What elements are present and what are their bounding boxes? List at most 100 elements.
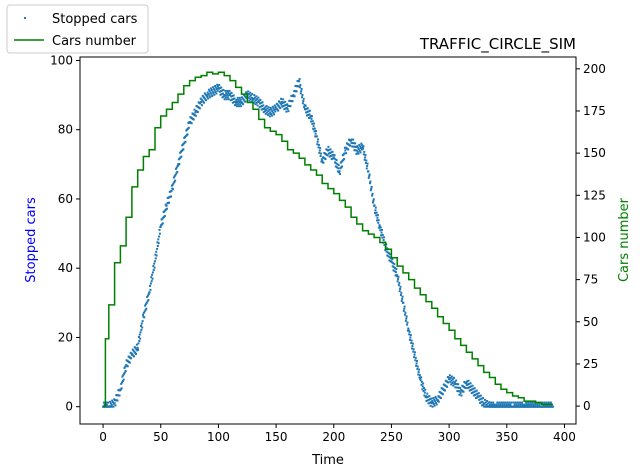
- stopped-cars-point: [391, 258, 394, 261]
- stopped-cars-point: [232, 94, 235, 97]
- stopped-cars-point: [499, 403, 502, 406]
- stopped-cars-point: [474, 390, 477, 393]
- legend-label-cars: Cars number: [52, 34, 137, 49]
- stopped-cars-point: [477, 395, 480, 398]
- stopped-cars-point: [408, 330, 411, 333]
- stopped-cars-point: [321, 159, 324, 162]
- stopped-cars-point: [121, 381, 124, 384]
- stopped-cars-point: [245, 97, 248, 100]
- stopped-cars-point: [145, 301, 148, 304]
- stopped-cars-point: [142, 313, 145, 316]
- stopped-cars-point: [330, 158, 333, 161]
- stopped-cars-point: [439, 396, 442, 399]
- stopped-cars-point: [322, 161, 325, 164]
- stopped-cars-point: [414, 356, 417, 359]
- stopped-cars-point: [466, 380, 469, 383]
- stopped-cars-point: [364, 161, 367, 164]
- stopped-cars-point: [452, 380, 455, 383]
- stopped-cars-point: [349, 144, 352, 147]
- stopped-cars-point: [447, 376, 450, 379]
- stopped-cars-point: [397, 275, 400, 278]
- stopped-cars-point: [231, 98, 234, 101]
- stopped-cars-point: [180, 155, 183, 158]
- stopped-cars-point: [229, 99, 232, 102]
- stopped-cars-point: [259, 102, 262, 105]
- stopped-cars-point: [352, 145, 355, 148]
- stopped-cars-point: [268, 108, 271, 111]
- stopped-cars-point: [110, 405, 113, 408]
- stopped-cars-point: [310, 117, 313, 120]
- stopped-cars-point: [277, 104, 280, 107]
- stopped-cars-point: [150, 280, 153, 283]
- stopped-cars-point: [205, 94, 208, 97]
- stopped-cars-point: [376, 216, 379, 219]
- stopped-cars-point: [426, 399, 429, 402]
- stopped-cars-point: [237, 103, 240, 106]
- stopped-cars-point: [420, 383, 423, 386]
- stopped-cars-point: [194, 114, 197, 117]
- stopped-cars-point: [379, 226, 382, 229]
- stopped-cars-point: [488, 403, 491, 406]
- stopped-cars-point: [410, 341, 413, 344]
- stopped-cars-point: [429, 404, 432, 407]
- stopped-cars-point: [469, 382, 472, 385]
- stopped-cars-point: [383, 244, 386, 247]
- stopped-cars-point: [256, 104, 259, 107]
- stopped-cars-point: [359, 151, 362, 154]
- stopped-cars-point: [528, 403, 531, 406]
- stopped-cars-point: [153, 260, 156, 263]
- stopped-cars-point: [308, 117, 311, 120]
- stopped-cars-point: [231, 94, 234, 97]
- stopped-cars-point: [502, 401, 505, 404]
- stopped-cars-point: [480, 401, 483, 404]
- stopped-cars-point: [473, 387, 476, 390]
- stopped-cars-point: [174, 167, 177, 170]
- stopped-cars-point: [404, 311, 407, 314]
- stopped-cars-point: [165, 204, 168, 207]
- y-left-tick-label: 0: [65, 400, 73, 414]
- stopped-cars-point: [135, 343, 138, 346]
- stopped-cars-point: [369, 180, 372, 183]
- stopped-cars-point: [484, 401, 487, 404]
- stopped-cars-point: [198, 107, 201, 110]
- stopped-cars-point: [304, 104, 307, 107]
- stopped-cars-point: [331, 157, 334, 160]
- stopped-cars-point: [492, 401, 495, 404]
- stopped-cars-point: [432, 401, 435, 404]
- stopped-cars-point: [268, 115, 271, 118]
- stopped-cars-point: [532, 403, 535, 406]
- cars-number-line: [103, 71, 553, 407]
- stopped-cars-point: [362, 145, 365, 148]
- stopped-cars-point: [295, 90, 298, 93]
- stopped-cars-point: [510, 401, 513, 404]
- stopped-cars-point: [247, 96, 250, 99]
- stopped-cars-point: [124, 365, 127, 368]
- stopped-cars-point: [147, 299, 150, 302]
- stopped-cars-point: [310, 120, 313, 123]
- stopped-cars-point: [249, 94, 252, 97]
- stopped-cars-point: [173, 180, 176, 183]
- stopped-cars-point: [284, 100, 287, 103]
- stopped-cars-point: [216, 83, 219, 86]
- stopped-cars-point: [111, 399, 114, 402]
- stopped-cars-point: [353, 145, 356, 148]
- stopped-cars-point: [430, 397, 433, 400]
- stopped-cars-point: [214, 84, 217, 87]
- stopped-cars-point: [190, 122, 193, 125]
- stopped-cars-point: [316, 143, 319, 146]
- stopped-cars-point: [152, 265, 155, 268]
- stopped-cars-point: [144, 304, 147, 307]
- stopped-cars-point: [144, 309, 147, 312]
- stopped-cars-point: [338, 172, 341, 175]
- stopped-cars-point: [273, 113, 276, 116]
- stopped-cars-point: [474, 393, 477, 396]
- stopped-cars-point: [374, 206, 377, 209]
- stopped-cars-point: [130, 357, 133, 360]
- stopped-cars-point: [116, 399, 119, 402]
- stopped-cars-point: [114, 404, 117, 407]
- stopped-cars-point: [146, 300, 149, 303]
- stopped-cars-point: [416, 367, 419, 370]
- stopped-cars-point: [403, 307, 406, 310]
- stopped-cars-point: [224, 96, 227, 99]
- stopped-cars-point: [410, 339, 413, 342]
